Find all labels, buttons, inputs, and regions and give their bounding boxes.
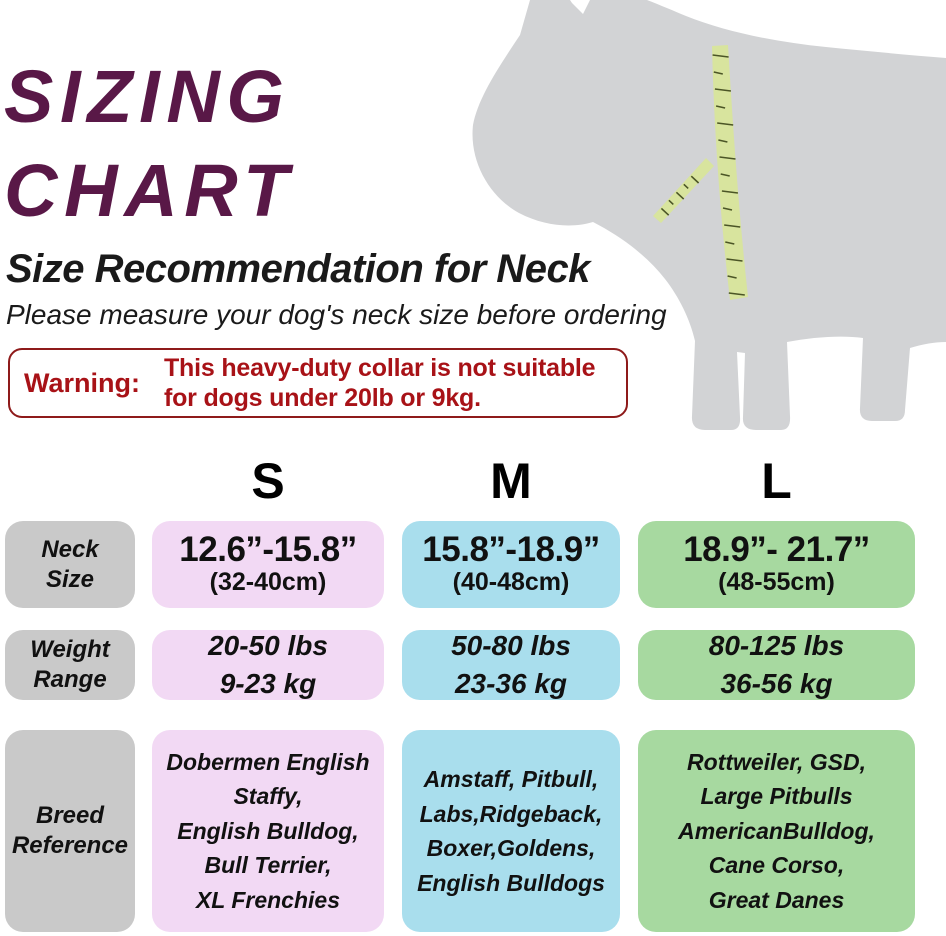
weight-cell-l: 80-125 lbs 36-56 kg <box>638 630 915 700</box>
neck-inches: 12.6”-15.8” <box>179 529 357 569</box>
neck-inches: 15.8”-18.9” <box>422 529 600 569</box>
dog-silhouette <box>472 0 946 430</box>
dog-silhouette-with-measuring-tape-icon <box>472 0 946 430</box>
page-subtitle: Size Recommendation for Neck <box>6 247 590 291</box>
weight-cell-s: 20-50 lbs 9-23 kg <box>152 630 384 700</box>
row-label-text: Breed Reference <box>11 802 129 859</box>
row-label-text: Neck Size <box>41 535 99 593</box>
row-label-text: Weight Range <box>30 636 110 693</box>
breed-cell-m: Amstaff, Pitbull, Labs,Ridgeback, Boxer,… <box>402 730 620 932</box>
neck-size-cell-m: 15.8”-18.9” (40-48cm) <box>402 521 620 608</box>
warning-message: This heavy-duty collar is not suitable f… <box>163 354 596 412</box>
weight-cell-m: 50-80 lbs 23-36 kg <box>402 630 620 700</box>
breed-list: Dobermen English Staffy, English Bulldog… <box>166 748 370 913</box>
weight-value: 20-50 lbs 9-23 kg <box>208 630 328 699</box>
neck-cm: (40-48cm) <box>452 568 570 597</box>
breed-list: Rottweiler, GSD, Large Pitbulls American… <box>678 748 875 913</box>
warning-box: Warning: This heavy-duty collar is not s… <box>8 348 628 418</box>
row-label-weight-range: Weight Range <box>5 630 135 700</box>
neck-size-cell-l: 18.9”- 21.7” (48-55cm) <box>638 521 915 608</box>
weight-value: 80-125 lbs 36-56 kg <box>708 630 845 699</box>
weight-value: 50-80 lbs 23-36 kg <box>451 630 571 699</box>
page-title: SIZING CHART <box>4 55 295 232</box>
row-label-neck-size: Neck Size <box>5 521 135 608</box>
measure-note: Please measure your dog's neck size befo… <box>6 299 667 330</box>
size-letter-l: L <box>761 453 792 509</box>
breed-cell-s: Dobermen English Staffy, English Bulldog… <box>152 730 384 932</box>
neck-cm: (32-40cm) <box>209 568 327 597</box>
neck-size-cell-s: 12.6”-15.8” (32-40cm) <box>152 521 384 608</box>
breed-cell-l: Rottweiler, GSD, Large Pitbulls American… <box>638 730 915 932</box>
neck-cm: (48-55cm) <box>718 568 835 597</box>
breed-list: Amstaff, Pitbull, Labs,Ridgeback, Boxer,… <box>417 766 605 896</box>
neck-inches: 18.9”- 21.7” <box>683 529 870 569</box>
warning-label: Warning: <box>24 367 140 398</box>
size-letter-s: S <box>251 453 285 509</box>
row-label-breed-reference: Breed Reference <box>5 730 135 932</box>
measuring-tape-icon <box>653 45 748 300</box>
size-letter-m: M <box>490 453 532 509</box>
